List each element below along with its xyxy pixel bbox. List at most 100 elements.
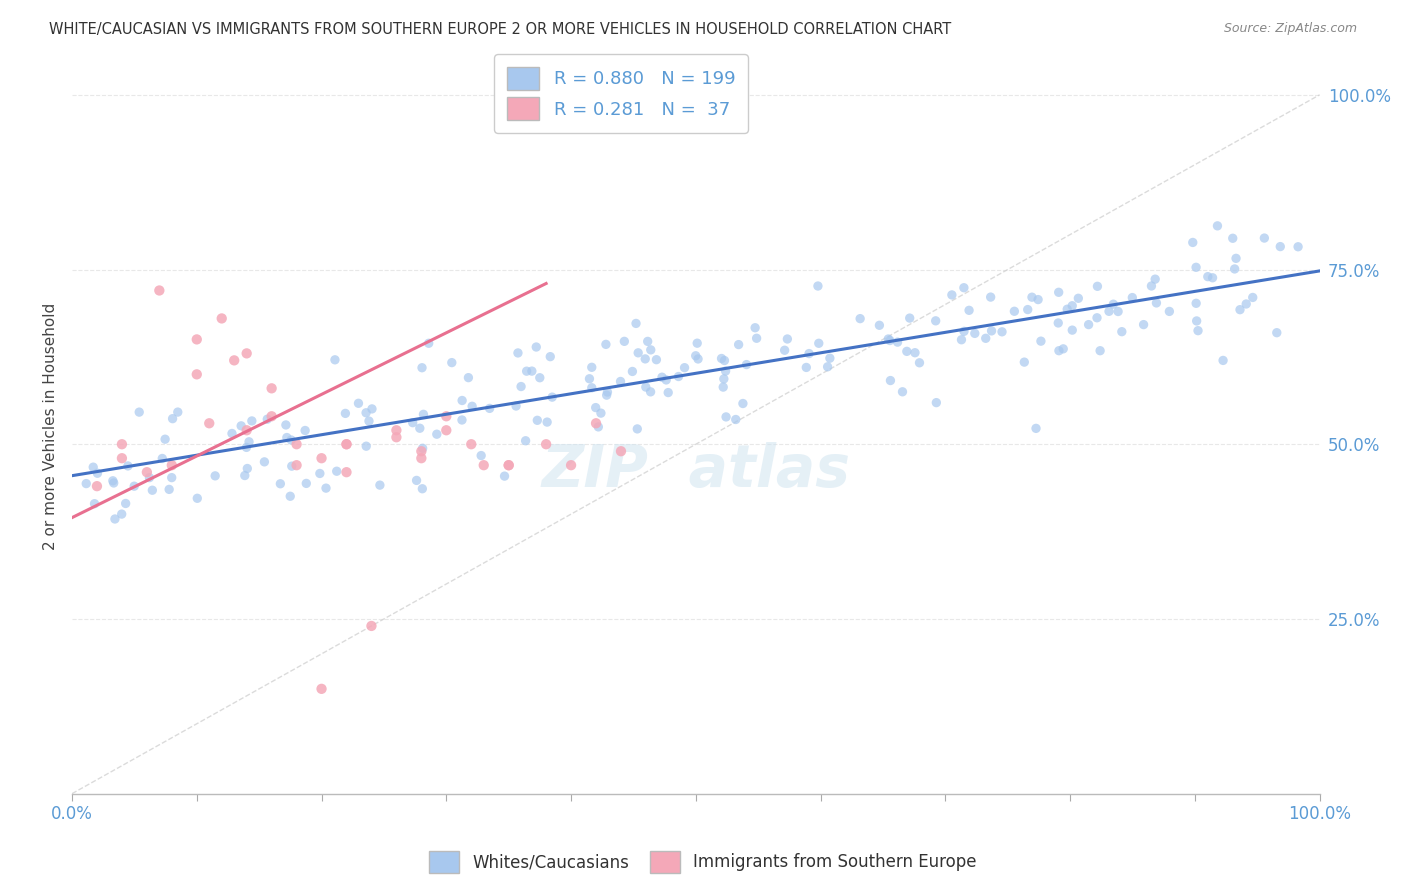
Point [735, 358, 758, 372]
Point [83, 497, 105, 511]
Point [166, 405, 188, 419]
Point [1234, 297, 1257, 311]
Point [651, 370, 673, 384]
Point [1025, 421, 1047, 435]
Point [1241, 290, 1264, 304]
Point [418, 336, 440, 351]
Point [260, 409, 283, 424]
Point [409, 421, 432, 435]
Point [645, 352, 668, 367]
Point [589, 406, 612, 420]
Point [797, 346, 820, 360]
Point [253, 455, 276, 469]
Point [686, 351, 709, 366]
Point [1144, 296, 1167, 310]
Point [1085, 310, 1108, 325]
Point [211, 311, 233, 326]
Point [278, 489, 301, 503]
Point [818, 351, 841, 366]
Point [160, 470, 183, 484]
Point [1197, 269, 1219, 284]
Point [745, 331, 768, 345]
Point [713, 372, 735, 386]
Point [957, 303, 980, 318]
Text: Source: ZipAtlas.com: Source: ZipAtlas.com [1223, 22, 1357, 36]
Point [1212, 353, 1234, 368]
Point [1102, 297, 1125, 311]
Y-axis label: 2 or more Vehicles in Household: 2 or more Vehicles in Household [44, 303, 58, 550]
Point [269, 476, 291, 491]
Point [657, 385, 679, 400]
Point [953, 324, 976, 338]
Point [817, 359, 839, 374]
Point [457, 370, 479, 384]
Point [529, 370, 551, 384]
Point [354, 406, 377, 420]
Point [950, 333, 973, 347]
Point [963, 326, 986, 341]
Point [233, 468, 256, 483]
Point [626, 422, 648, 436]
Point [162, 411, 184, 425]
Point [236, 461, 259, 475]
Point [506, 346, 529, 360]
Point [974, 331, 997, 345]
Point [104, 512, 127, 526]
Point [440, 356, 463, 370]
Point [807, 336, 830, 351]
Point [157, 483, 180, 497]
Point [451, 413, 474, 427]
Point [240, 414, 263, 428]
Point [294, 424, 316, 438]
Point [128, 405, 150, 419]
Point [1002, 304, 1025, 318]
Point [361, 401, 384, 416]
Point [1144, 272, 1167, 286]
Point [231, 418, 253, 433]
Point [141, 483, 163, 498]
Point [224, 353, 246, 368]
Point [1206, 219, 1229, 233]
Point [714, 409, 737, 424]
Point [621, 364, 644, 378]
Point [526, 413, 548, 427]
Point [879, 374, 901, 388]
Point [412, 407, 434, 421]
Point [536, 415, 558, 429]
Point [879, 334, 901, 348]
Point [411, 360, 433, 375]
Point [578, 372, 600, 386]
Point [794, 360, 817, 375]
Point [609, 375, 631, 389]
Point [727, 337, 749, 351]
Point [510, 379, 533, 393]
Point [520, 364, 543, 378]
Point [472, 458, 495, 473]
Point [908, 356, 931, 370]
Point [111, 437, 134, 451]
Point [541, 390, 564, 404]
Point [402, 416, 425, 430]
Point [585, 401, 607, 415]
Point [1098, 304, 1121, 318]
Point [138, 470, 160, 484]
Point [744, 320, 766, 334]
Point [260, 381, 283, 395]
Point [1185, 314, 1208, 328]
Point [581, 381, 603, 395]
Point [581, 360, 603, 375]
Point [624, 317, 647, 331]
Point [1140, 279, 1163, 293]
Point [235, 441, 257, 455]
Point [713, 353, 735, 368]
Point [1201, 270, 1223, 285]
Legend: R = 0.880   N = 199, R = 0.281   N =  37: R = 0.880 N = 199, R = 0.281 N = 37 [494, 54, 748, 133]
Point [1029, 334, 1052, 348]
Point [150, 451, 173, 466]
Point [86, 467, 108, 481]
Point [1077, 318, 1099, 332]
Point [411, 451, 433, 466]
Point [516, 364, 538, 378]
Point [505, 399, 527, 413]
Point [204, 468, 226, 483]
